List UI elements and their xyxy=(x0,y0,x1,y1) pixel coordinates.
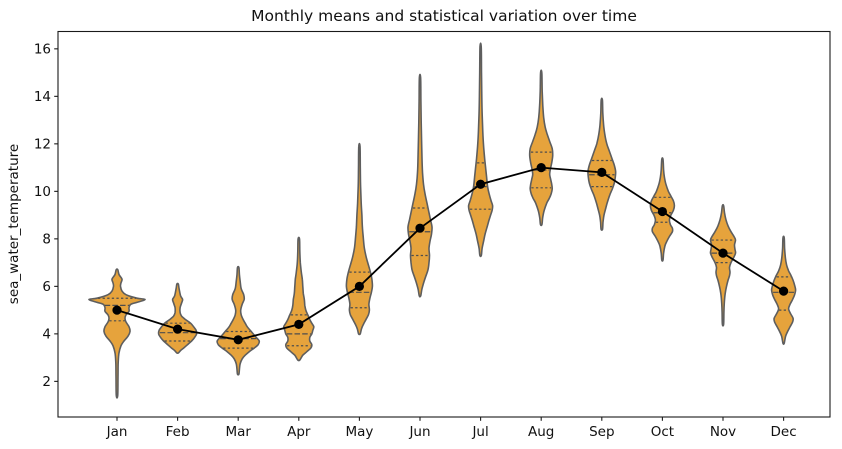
violin-jan xyxy=(88,268,146,399)
violin-sep xyxy=(587,97,617,232)
violin-body xyxy=(407,73,433,298)
violin-body xyxy=(282,236,315,362)
x-tick-label-apr: Apr xyxy=(287,424,311,440)
y-tick-label: 4 xyxy=(42,326,51,342)
violin-feb xyxy=(157,282,198,354)
mean-dot-mar xyxy=(233,335,243,345)
x-tick-label-jun: Jun xyxy=(408,424,430,440)
violin-aug xyxy=(528,69,554,227)
mean-dot-may xyxy=(354,281,364,291)
violin-nov xyxy=(709,203,737,327)
x-tick-label-feb: Feb xyxy=(166,424,190,440)
violin-jun xyxy=(407,73,433,298)
violin-body xyxy=(216,265,261,376)
x-tick-label-dec: Dec xyxy=(771,424,797,440)
mean-dot-aug xyxy=(536,163,546,173)
y-tick-label: 10 xyxy=(34,184,51,200)
mean-line xyxy=(116,166,785,341)
mean-dot-jun xyxy=(415,223,425,233)
x-tick-label-mar: Mar xyxy=(225,424,251,440)
violin-body xyxy=(528,69,554,227)
mean-dot-sep xyxy=(597,167,607,177)
axes-frame xyxy=(57,30,831,418)
violin-apr xyxy=(282,236,315,362)
chart-title: Monthly means and statistical variation … xyxy=(251,7,637,25)
x-tick-label-jul: Jul xyxy=(471,424,488,440)
violin-body xyxy=(345,142,374,336)
y-tick-label: 8 xyxy=(42,231,51,247)
y-tick-label: 12 xyxy=(34,136,51,152)
x-tick-label-aug: Aug xyxy=(528,424,554,440)
violin-body xyxy=(709,203,737,327)
violin-body xyxy=(157,282,198,354)
mean-dot-apr xyxy=(294,319,304,329)
mean-dot-jan xyxy=(112,305,122,315)
violin-body xyxy=(587,97,617,232)
y-tick-label: 2 xyxy=(42,374,51,390)
violin-jul xyxy=(467,42,494,258)
violin-mar xyxy=(216,265,261,376)
mean-dot-feb xyxy=(173,324,183,334)
mean-dot-nov xyxy=(718,248,728,258)
x-tick-label-jan: Jan xyxy=(106,424,128,440)
y-tick-label: 14 xyxy=(34,89,51,105)
x-tick-label-may: May xyxy=(345,424,373,440)
x-tick-label-oct: Oct xyxy=(651,424,674,440)
mean-dot-oct xyxy=(657,206,668,217)
x-tick-label-nov: Nov xyxy=(710,424,736,440)
x-tick-label-sep: Sep xyxy=(589,424,614,440)
mean-dot-jul xyxy=(476,179,486,189)
violin-body xyxy=(88,268,146,399)
violin-body xyxy=(467,42,494,258)
y-tick-label: 6 xyxy=(42,279,51,295)
mean-dot-dec xyxy=(779,286,789,296)
y-tick-label: 16 xyxy=(34,41,51,57)
violin-may xyxy=(345,142,374,336)
